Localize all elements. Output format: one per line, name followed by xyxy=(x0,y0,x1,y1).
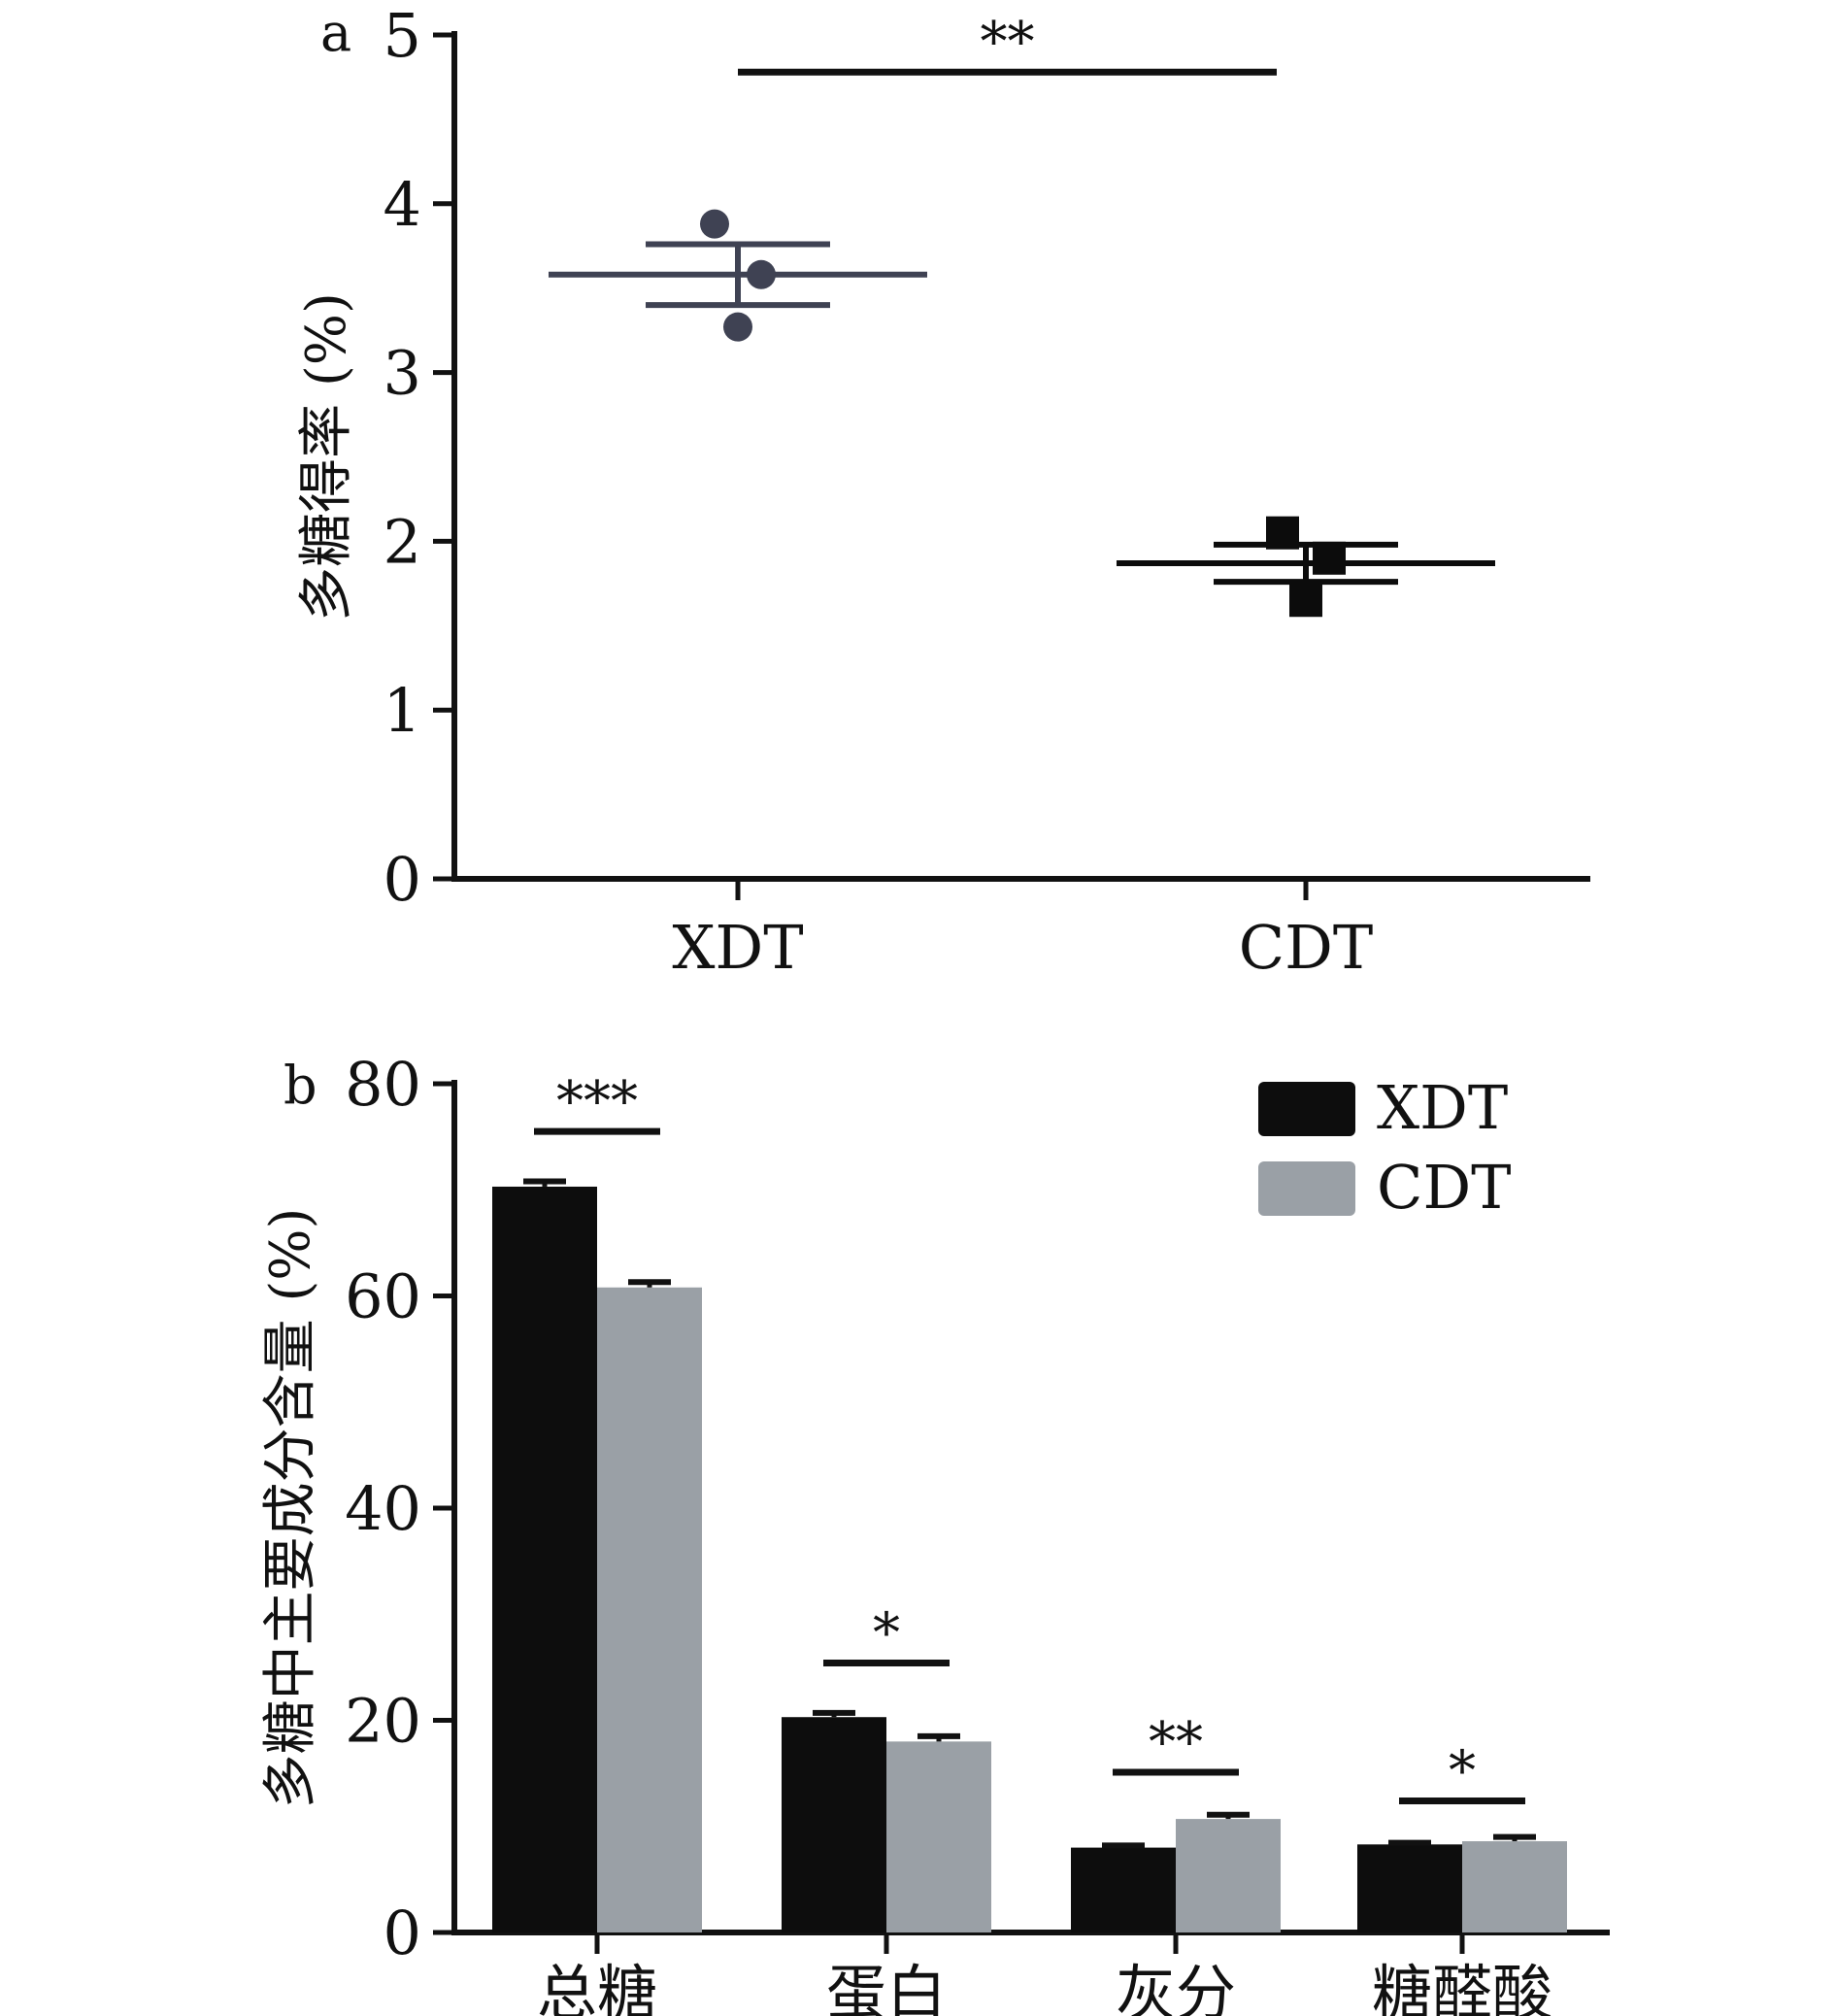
panel-a-y-axis-title: 多糖得率 (%) xyxy=(295,292,358,622)
panel-a-y-tick-label: 2 xyxy=(384,506,421,577)
panel-b-significance: ****** * xyxy=(534,1070,1525,1805)
legend-label-xdt: XDT xyxy=(1377,1072,1508,1143)
panel-a-axes xyxy=(451,31,1590,882)
panel-a-data-points xyxy=(700,209,1346,618)
panel-a-point-cdt xyxy=(1289,584,1322,618)
legend-swatch-cdt xyxy=(1258,1161,1355,1216)
panel-b-bar-cdt xyxy=(886,1741,991,1932)
panel-b-significance-label: * xyxy=(873,1602,900,1665)
panel-b-x-tick-label: 蛋白 xyxy=(826,1958,947,2016)
legend-swatch-xdt xyxy=(1258,1082,1355,1136)
panel-b-y-tick-label: 0 xyxy=(384,1898,421,1968)
panel-a-y-tick-label: 0 xyxy=(384,844,421,915)
panel-a-point-xdt xyxy=(747,259,776,289)
chart-panel-a: a 0 1 2 3 4 5 XDT CDT ** 多糖得率 (%) xyxy=(295,0,1590,983)
panel-b-x-tick-label: 总糖 xyxy=(537,1958,657,2016)
panel-a-y-tick-label: 3 xyxy=(384,338,421,409)
panel-b-bar-xdt xyxy=(1357,1844,1462,1932)
panel-b-y-tick-label: 60 xyxy=(345,1261,421,1332)
panel-b-bar-xdt xyxy=(1071,1847,1176,1932)
panel-b-bar-xdt xyxy=(782,1717,886,1932)
panel-b-label: b xyxy=(284,1055,317,1116)
panel-b-significance-label: * xyxy=(1449,1740,1476,1803)
panel-a-point-xdt xyxy=(700,209,729,239)
panel-a-x-tick-label: XDT xyxy=(672,912,803,983)
panel-a-point-cdt xyxy=(1266,516,1299,550)
panel-b-significance-label: ** xyxy=(1149,1711,1203,1774)
panel-b-x-tick-label: 糖醛酸 xyxy=(1372,1958,1552,2016)
panel-b-bar-cdt xyxy=(597,1287,702,1932)
panel-b-legend: XDT CDT xyxy=(1258,1072,1512,1223)
panel-b-bar-cdt xyxy=(1176,1819,1281,1932)
panel-a-y-ticks: 0 1 2 3 4 5 xyxy=(384,0,454,915)
legend-label-cdt: CDT xyxy=(1377,1152,1512,1223)
panel-a-point-xdt xyxy=(723,312,752,342)
panel-a-label: a xyxy=(320,2,351,63)
panel-a-x-ticks: XDT CDT xyxy=(672,879,1373,983)
panel-b-bars xyxy=(492,1178,1567,1932)
panel-a-y-tick-label: 5 xyxy=(384,0,421,71)
panel-a-significance: ** xyxy=(738,11,1277,76)
panel-b-x-tick-label: 灰分 xyxy=(1116,1958,1236,2016)
panel-a-x-tick-label: CDT xyxy=(1239,912,1374,983)
panel-a-y-tick-label: 4 xyxy=(384,169,421,240)
panel-a-significance-label: ** xyxy=(981,11,1035,74)
panel-b-y-axis-title: 多糖中主要成分含量 (%) xyxy=(259,1208,322,1809)
panel-b-x-ticks: 总糖 蛋白 灰分 糖醛酸 xyxy=(537,1932,1552,2016)
panel-a-error-bars xyxy=(549,241,1495,586)
panel-b-y-tick-label: 20 xyxy=(345,1686,421,1757)
panel-a-point-cdt xyxy=(1313,541,1346,575)
panel-b-y-tick-label: 80 xyxy=(345,1049,421,1120)
panel-a-y-tick-label: 1 xyxy=(384,675,421,746)
panel-b-significance-label: *** xyxy=(556,1070,638,1133)
panel-b-y-ticks: 0 20 40 60 80 xyxy=(345,1049,454,1968)
panel-b-bar-cdt xyxy=(1462,1841,1567,1932)
panel-b-y-tick-label: 40 xyxy=(345,1473,421,1544)
panel-b-bar-xdt xyxy=(492,1186,597,1932)
